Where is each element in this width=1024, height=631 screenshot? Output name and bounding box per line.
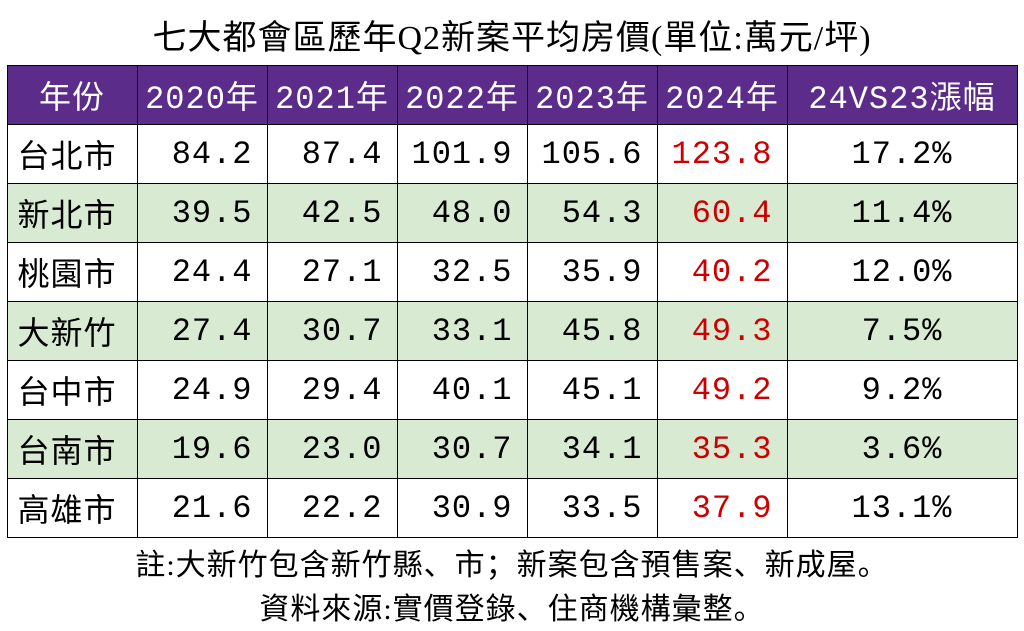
row-label: 台北市	[7, 125, 137, 184]
cell: 23.0	[267, 420, 397, 479]
cell-highlight: 49.3	[657, 302, 787, 361]
cell: 101.9	[397, 125, 527, 184]
cell-pct: 12.0%	[787, 243, 1017, 302]
cell: 39.5	[137, 184, 267, 243]
cell: 33.1	[397, 302, 527, 361]
col-header: 2020年	[137, 66, 267, 125]
cell-pct: 9.2%	[787, 361, 1017, 420]
table-header-row: 年份 2020年 2021年 2022年 2023年 2024年 24VS23漲…	[7, 66, 1017, 125]
page-wrapper: 七大都會區歷年Q2新案平均房價(單位:萬元/坪) 年份 2020年 2021年 …	[0, 0, 1024, 592]
table-row: 高雄市 21.6 22.2 30.9 33.5 37.9 13.1%	[7, 479, 1017, 538]
cell-highlight: 60.4	[657, 184, 787, 243]
cell: 30.7	[267, 302, 397, 361]
table-row: 台中市 24.9 29.4 40.1 45.1 49.2 9.2%	[7, 361, 1017, 420]
table-row: 台南市 19.6 23.0 30.7 34.1 35.3 3.6%	[7, 420, 1017, 479]
table-row: 大新竹 27.4 30.7 33.1 45.8 49.3 7.5%	[7, 302, 1017, 361]
cell-pct: 13.1%	[787, 479, 1017, 538]
row-label: 桃園市	[7, 243, 137, 302]
cell-pct: 17.2%	[787, 125, 1017, 184]
table-body: 台北市 84.2 87.4 101.9 105.6 123.8 17.2% 新北…	[7, 125, 1017, 538]
cell: 27.4	[137, 302, 267, 361]
cell-pct: 7.5%	[787, 302, 1017, 361]
footnote: 註:大新竹包含新竹縣、市；新案包含預售案、新成屋。 資料來源:實價登錄、住商機構…	[0, 544, 1024, 631]
cell: 42.5	[267, 184, 397, 243]
page-title: 七大都會區歷年Q2新案平均房價(單位:萬元/坪)	[0, 0, 1024, 65]
cell: 24.4	[137, 243, 267, 302]
cell: 35.9	[527, 243, 657, 302]
cell: 105.6	[527, 125, 657, 184]
cell: 27.1	[267, 243, 397, 302]
price-table: 年份 2020年 2021年 2022年 2023年 2024年 24VS23漲…	[7, 65, 1018, 538]
row-label: 高雄市	[7, 479, 137, 538]
cell: 30.7	[397, 420, 527, 479]
col-header: 2022年	[397, 66, 527, 125]
table-row: 台北市 84.2 87.4 101.9 105.6 123.8 17.2%	[7, 125, 1017, 184]
cell: 30.9	[397, 479, 527, 538]
cell: 84.2	[137, 125, 267, 184]
cell: 22.2	[267, 479, 397, 538]
col-header: 24VS23漲幅	[787, 66, 1017, 125]
cell: 32.5	[397, 243, 527, 302]
cell: 29.4	[267, 361, 397, 420]
table-row: 新北市 39.5 42.5 48.0 54.3 60.4 11.4%	[7, 184, 1017, 243]
cell: 33.5	[527, 479, 657, 538]
row-label: 台中市	[7, 361, 137, 420]
cell: 87.4	[267, 125, 397, 184]
cell-highlight: 123.8	[657, 125, 787, 184]
cell: 21.6	[137, 479, 267, 538]
cell: 48.0	[397, 184, 527, 243]
cell-highlight: 40.2	[657, 243, 787, 302]
col-header: 2023年	[527, 66, 657, 125]
cell-highlight: 49.2	[657, 361, 787, 420]
col-header: 年份	[7, 66, 137, 125]
cell: 24.9	[137, 361, 267, 420]
cell: 19.6	[137, 420, 267, 479]
footnote-line: 註:大新竹包含新竹縣、市；新案包含預售案、新成屋。	[0, 544, 1024, 588]
row-label: 台南市	[7, 420, 137, 479]
row-label: 大新竹	[7, 302, 137, 361]
cell: 45.1	[527, 361, 657, 420]
cell-highlight: 35.3	[657, 420, 787, 479]
cell: 40.1	[397, 361, 527, 420]
cell: 54.3	[527, 184, 657, 243]
row-label: 新北市	[7, 184, 137, 243]
footnote-line: 資料來源:實價登錄、住商機構彙整。	[0, 588, 1024, 631]
cell-pct: 3.6%	[787, 420, 1017, 479]
cell: 34.1	[527, 420, 657, 479]
col-header: 2024年	[657, 66, 787, 125]
cell: 45.8	[527, 302, 657, 361]
cell-pct: 11.4%	[787, 184, 1017, 243]
table-row: 桃園市 24.4 27.1 32.5 35.9 40.2 12.0%	[7, 243, 1017, 302]
col-header: 2021年	[267, 66, 397, 125]
cell-highlight: 37.9	[657, 479, 787, 538]
